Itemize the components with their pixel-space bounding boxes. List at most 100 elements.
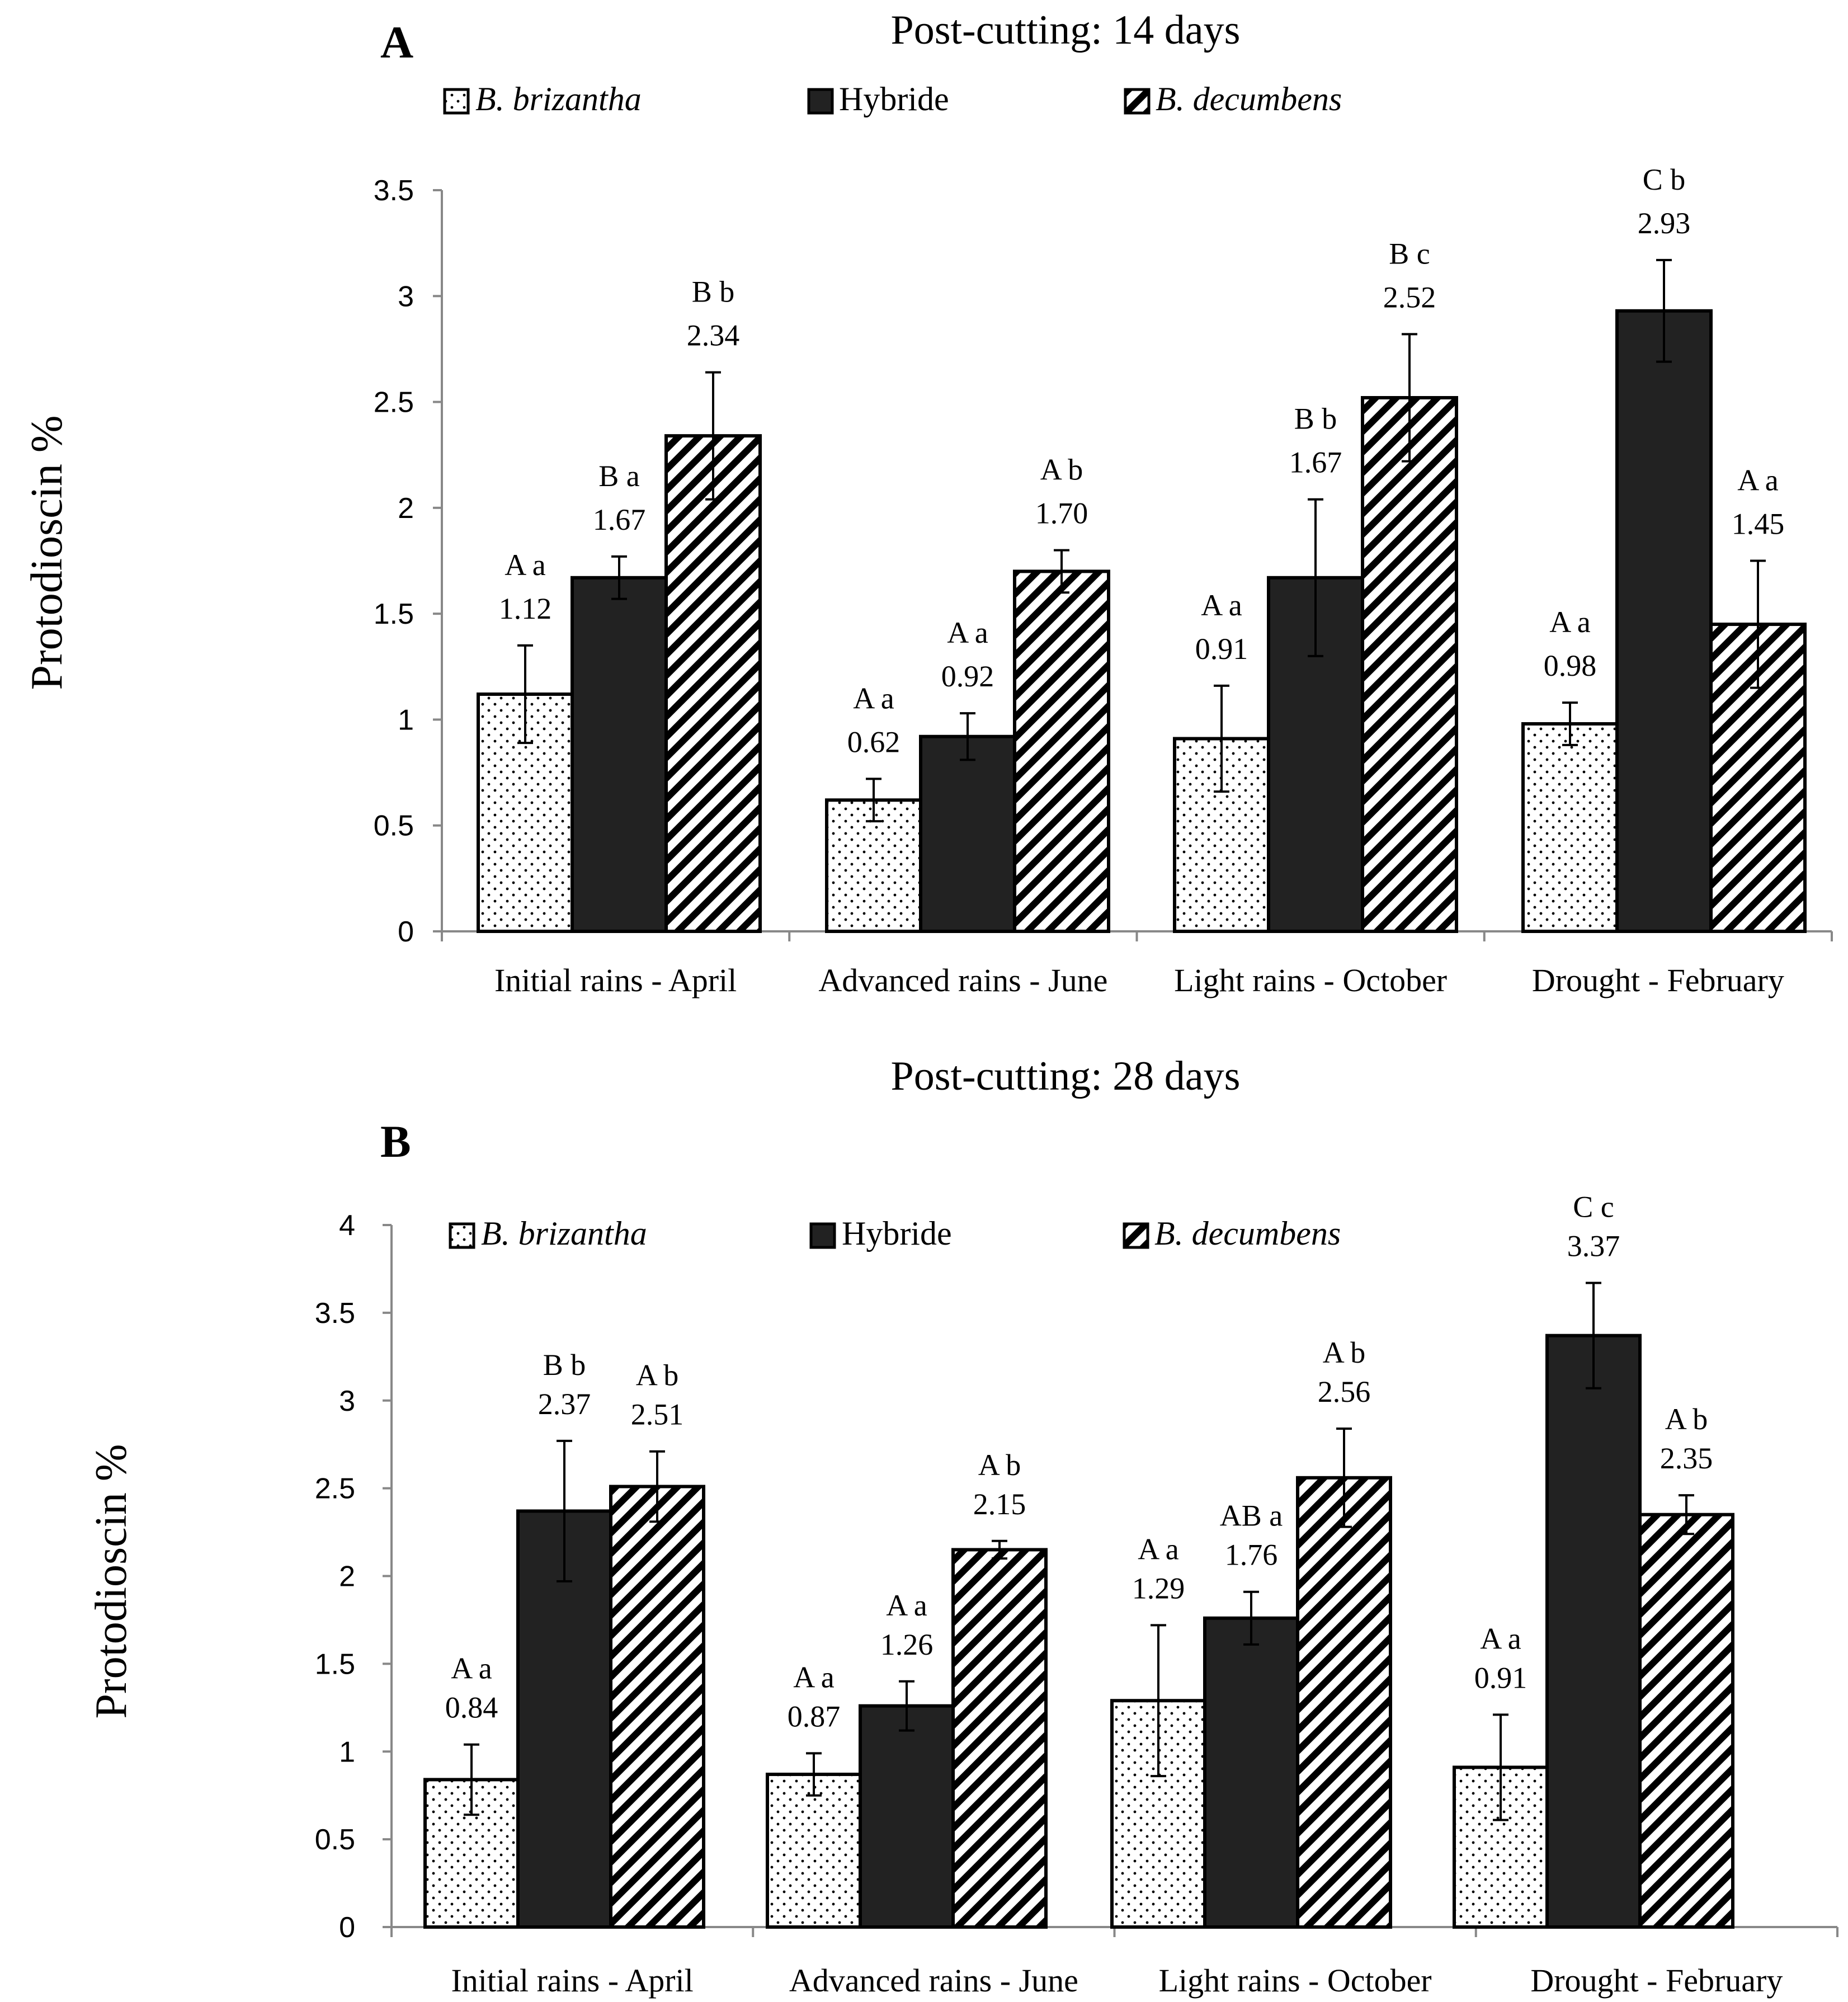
significance-label: A a: [1201, 588, 1242, 622]
bar-hybride: [571, 576, 668, 934]
data-label: 2.51: [631, 1398, 684, 1431]
data-label: 1.12: [499, 592, 552, 625]
data-label: 1.67: [1289, 446, 1342, 479]
data-label: 3.37: [1567, 1230, 1620, 1263]
bar-hybride: [1203, 1616, 1299, 1929]
significance-label: A a: [853, 681, 894, 715]
panel-b: Post-cutting: 28 days B B. brizantha Hyb…: [87, 1053, 1838, 1999]
x-tick-label: Initial rains - April: [451, 1962, 693, 1999]
data-label: 2.34: [687, 319, 740, 352]
bar-decumbens: [664, 434, 762, 933]
significance-label: A a: [793, 1660, 835, 1694]
data-label: 0.84: [445, 1691, 498, 1725]
y-tick-label: 2: [339, 1561, 355, 1593]
legend-swatch-dots: [443, 88, 470, 115]
bar-decumbens: [1638, 1513, 1734, 1929]
legend-item-decumbens: B. decumbens: [1124, 81, 1342, 117]
bar-brizantha: [766, 1773, 862, 1929]
chart-title: Post-cutting: 14 days: [891, 7, 1241, 53]
plot-area: 0 0.5 1 1.5 2 2.5 3 3.5 Initial rains - April Adv…: [374, 163, 1833, 998]
significance-label: B a: [598, 459, 640, 493]
legend-swatch-dots: [449, 1222, 475, 1249]
bar-hybride: [1615, 309, 1713, 933]
y-tick-label: 2.5: [374, 387, 414, 419]
y-tick-label: 1: [339, 1736, 355, 1768]
data-label: 0.87: [788, 1699, 841, 1733]
y-axis-label: Protodioscin %: [87, 1444, 136, 1718]
data-label: 2.93: [1638, 206, 1691, 240]
data-label: 1.76: [1225, 1538, 1278, 1572]
data-label: 2.37: [538, 1387, 591, 1421]
bar-decumbens: [1013, 569, 1110, 933]
significance-label: A a: [451, 1652, 492, 1685]
data-label: 0.91: [1195, 632, 1248, 666]
bar-brizantha: [1521, 722, 1619, 933]
data-label: 1.70: [1035, 497, 1088, 530]
legend-label: Hybride: [842, 1215, 952, 1252]
legend-swatch-solid: [807, 88, 834, 115]
y-tick-label: 3.5: [374, 175, 414, 207]
y-tick-label: 3.5: [315, 1297, 355, 1330]
y-tick-label: 3: [398, 280, 414, 313]
significance-label: A b: [1323, 1336, 1366, 1369]
x-tick-label: Drought - February: [1532, 962, 1784, 998]
significance-label: C b: [1643, 163, 1686, 196]
data-label: 1.67: [593, 503, 646, 536]
x-tick-label: Advanced rains - June: [818, 962, 1107, 998]
panel-a: Post-cutting: 14 days A B. brizantha Hyb…: [22, 7, 1833, 998]
bar-hybride: [1545, 1334, 1642, 1929]
legend-item-hybride: Hybride: [807, 81, 949, 117]
data-label: 0.92: [941, 660, 994, 693]
y-tick-label: 0: [398, 916, 414, 948]
significance-label: A a: [505, 548, 546, 582]
y-tick-label: 4: [339, 1209, 355, 1242]
data-label: 0.98: [1544, 649, 1597, 682]
legend-swatch-stripes: [1124, 88, 1151, 115]
significance-label: A a: [1138, 1532, 1179, 1566]
legend-label: B. decumbens: [1156, 81, 1342, 117]
bar-hybride: [859, 1704, 955, 1929]
plot-area: 0 0.5 1 1.5 2 2.5 3 3.5 4 Initial rains - April Ad…: [315, 1190, 1838, 1999]
legend-swatch-stripes: [1123, 1222, 1149, 1249]
y-tick-label: 0.5: [374, 810, 414, 842]
data-label: 1.29: [1132, 1571, 1185, 1605]
x-tick-label: Advanced rains - June: [789, 1962, 1078, 1999]
significance-label: B c: [1389, 237, 1430, 270]
y-tick-label: 2: [398, 492, 414, 525]
significance-label: A a: [886, 1589, 927, 1622]
data-label: 0.91: [1474, 1661, 1528, 1694]
y-tick-label: 1: [398, 704, 414, 736]
significance-label: A a: [947, 616, 988, 649]
bar-decumbens: [1296, 1476, 1392, 1929]
significance-label: A a: [1549, 605, 1591, 639]
significance-label: A a: [1737, 464, 1779, 497]
panel-letter: B: [380, 1116, 411, 1167]
data-label: 2.35: [1660, 1442, 1713, 1475]
legend-swatch-solid: [809, 1222, 836, 1249]
data-label: 2.52: [1383, 280, 1436, 314]
bar-brizantha: [825, 798, 922, 934]
y-axis-label: Protodioscin %: [22, 415, 72, 690]
significance-label: A a: [1480, 1622, 1521, 1655]
panel-letter: A: [380, 17, 413, 68]
bar-decumbens: [951, 1548, 1048, 1929]
legend-label: B. brizantha: [475, 81, 642, 117]
x-tick-label: Light rains - October: [1174, 962, 1447, 998]
significance-label: C c: [1573, 1190, 1614, 1224]
data-label: 1.26: [880, 1628, 934, 1661]
significance-label: A b: [1665, 1402, 1708, 1436]
significance-label: B b: [543, 1348, 586, 1382]
significance-label: B b: [692, 275, 735, 309]
data-label: 2.56: [1318, 1375, 1371, 1409]
x-tick-label: Light rains - October: [1159, 1962, 1432, 1999]
data-label: 0.62: [847, 725, 901, 759]
chart-title: Post-cutting: 28 days: [891, 1053, 1241, 1099]
legend: B. brizantha Hybride B. decumbens: [443, 81, 1342, 117]
significance-label: A b: [1040, 453, 1083, 487]
legend-item-brizantha: B. brizantha: [449, 1215, 647, 1252]
legend-label: B. decumbens: [1154, 1215, 1341, 1252]
significance-label: A b: [978, 1448, 1021, 1482]
legend-item-hybride: Hybride: [809, 1215, 952, 1252]
